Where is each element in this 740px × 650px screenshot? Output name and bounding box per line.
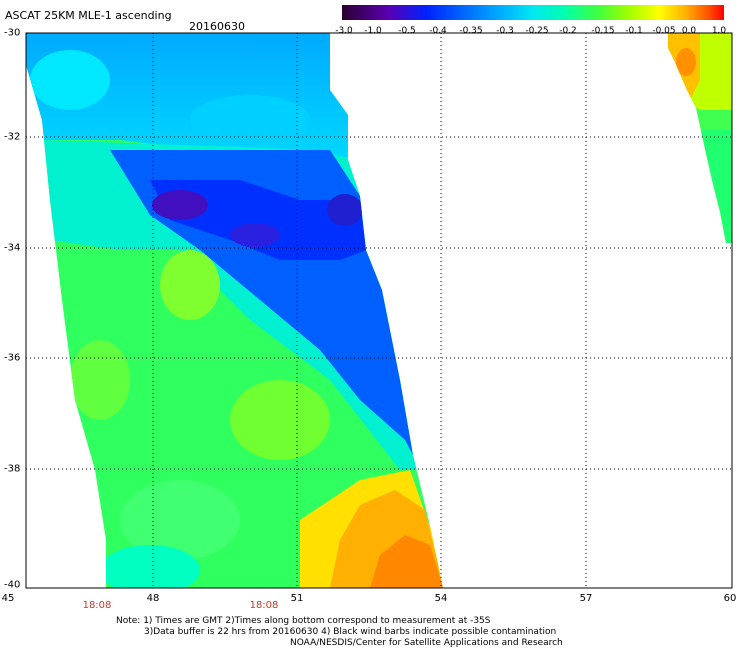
colorbar-tick-label: -0.5: [398, 26, 416, 36]
colorbar-tick-label: -0.2: [559, 26, 577, 36]
colorbar-tick-label: 1.0: [711, 26, 727, 36]
colorbar-tick-label: -0.4: [429, 26, 447, 36]
lat-label: -32: [4, 131, 21, 143]
swath-main: [26, 33, 443, 588]
lon-label: 57: [579, 593, 593, 604]
lat-label: -34: [4, 242, 21, 254]
colorbar-tick-label: -3.0: [335, 26, 353, 36]
lon-label: 45: [1, 593, 15, 604]
note-line-3: NOAA/NESDIS/Center for Satellite Applica…: [290, 638, 563, 648]
colorbar-tick-label: -0.1: [625, 26, 643, 36]
colorbar-tick-label: -0.05: [652, 26, 676, 36]
colorbar-tick-label: -0.15: [591, 26, 615, 36]
graticule: [26, 33, 732, 588]
map-title: ASCAT 25KM MLE-1 ascending: [5, 9, 172, 22]
note-line-2: 3)Data buffer is 22 hrs from 20160630 4)…: [144, 627, 557, 637]
lat-label: -30: [4, 27, 21, 39]
map-frame: [25, 32, 733, 589]
lon-label: 48: [146, 593, 160, 604]
lon-label: 60: [723, 593, 737, 604]
lon-label: 51: [290, 593, 304, 604]
map-date: 20160630: [189, 20, 245, 33]
time-label: 18:08: [249, 600, 279, 611]
colorbar-tick-label: -1.0: [364, 26, 382, 36]
colorbar-tick-label: -0.35: [459, 26, 483, 36]
lat-label: -38: [4, 463, 21, 475]
colorbar-tick-label: -0.3: [496, 26, 514, 36]
colorbar-tick-label: -0.25: [525, 26, 549, 36]
swath-right: [668, 33, 732, 243]
time-label: 18:08: [82, 600, 112, 611]
lat-label: -36: [4, 352, 21, 364]
note-line-1: Note: 1) Times are GMT 2)Times along bot…: [116, 616, 491, 626]
colorbar-gradient: [342, 5, 724, 20]
colorbar: [342, 5, 724, 20]
lat-label: -40: [4, 579, 21, 591]
colorbar-tick-label: 0.0: [681, 26, 697, 36]
lon-label: 54: [434, 593, 448, 604]
